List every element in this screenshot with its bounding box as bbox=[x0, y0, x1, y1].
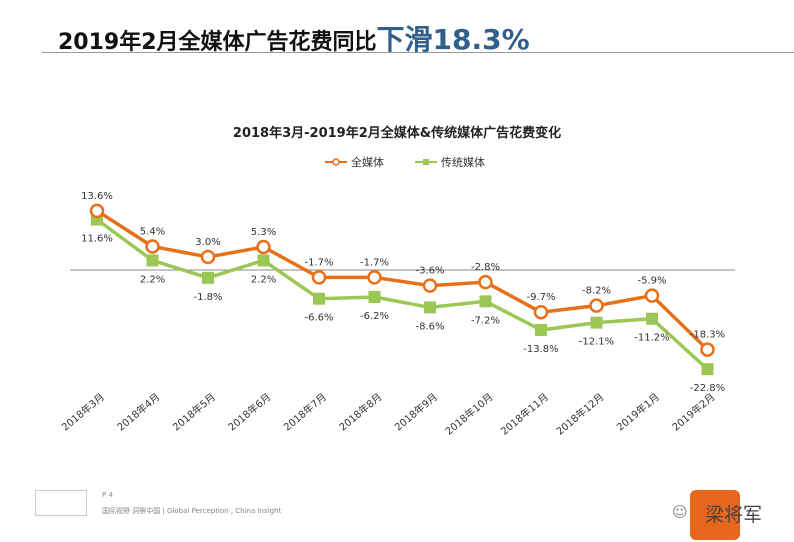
x-tick-label: 2018年11月 bbox=[498, 390, 551, 437]
data-point bbox=[424, 301, 436, 314]
data-point bbox=[422, 278, 438, 293]
data-point bbox=[644, 288, 660, 303]
data-label: -12.1% bbox=[579, 337, 614, 348]
data-point bbox=[313, 292, 325, 305]
data-point bbox=[589, 298, 604, 313]
data-point bbox=[367, 270, 382, 285]
x-tick-label: 2018年9月 bbox=[392, 390, 440, 433]
data-label: -11.2% bbox=[634, 333, 669, 344]
line-chart: 2018年3月-2019年2月全媒体&传统媒体广告花费变化 全媒体 传统媒体 11… bbox=[59, 125, 735, 438]
x-tick-label: 2018年4月 bbox=[114, 390, 162, 433]
x-tick-label: 2018年3月 bbox=[59, 390, 107, 433]
title-text: 2019年2月全媒体广告花费同比 bbox=[58, 30, 377, 55]
data-label: 13.6% bbox=[81, 191, 113, 202]
data-point bbox=[590, 316, 603, 329]
data-point bbox=[478, 274, 493, 290]
data-point bbox=[701, 363, 714, 376]
data-point bbox=[146, 254, 159, 267]
x-tick-label: 2018年7月 bbox=[281, 390, 329, 433]
data-point bbox=[200, 249, 216, 265]
legend-marker bbox=[423, 159, 429, 165]
data-label: -1.7% bbox=[304, 257, 333, 268]
data-label: 11.6% bbox=[81, 234, 113, 245]
brand-name: 梁将军 bbox=[705, 504, 763, 526]
data-label: 3.0% bbox=[195, 237, 220, 248]
data-point bbox=[256, 239, 271, 255]
data-label: -8.2% bbox=[582, 286, 611, 297]
x-tick-label: 2018年5月 bbox=[170, 390, 218, 433]
data-label: -13.8% bbox=[523, 344, 558, 355]
data-point bbox=[646, 312, 658, 325]
x-tick-label: 2018年12月 bbox=[553, 390, 606, 437]
x-tick-label: 2018年10月 bbox=[442, 390, 495, 437]
page-title: 2019年2月全媒体广告花费同比下滑18.3% bbox=[58, 18, 530, 58]
data-point bbox=[257, 254, 270, 267]
wechat-icon: ☺ bbox=[672, 503, 688, 521]
title-highlight: 下滑18.3% bbox=[376, 23, 530, 56]
legend-label: 全媒体 bbox=[351, 155, 384, 169]
x-tick-label: 2019年1月 bbox=[614, 390, 662, 433]
legend-label: 传统媒体 bbox=[441, 155, 485, 169]
data-label: 5.4% bbox=[140, 227, 165, 238]
data-point bbox=[89, 203, 105, 219]
title-divider bbox=[42, 52, 794, 53]
footer-tagline: 国际视野 洞察中国 | Global Perception , China In… bbox=[102, 507, 282, 515]
legend-marker bbox=[332, 158, 340, 166]
certification-logo bbox=[35, 490, 87, 516]
data-point bbox=[202, 271, 214, 284]
data-point bbox=[535, 324, 547, 337]
data-point bbox=[145, 239, 160, 254]
data-label: 2.2% bbox=[140, 274, 165, 285]
data-label: -22.8% bbox=[690, 383, 725, 394]
data-label: -9.7% bbox=[526, 292, 555, 303]
data-label: 2.2% bbox=[251, 274, 276, 285]
data-label: 5.3% bbox=[251, 227, 276, 238]
x-tick-label: 2018年6月 bbox=[225, 390, 273, 433]
brand-logo bbox=[690, 490, 740, 540]
data-label: -18.3% bbox=[690, 330, 725, 341]
data-label: -5.9% bbox=[637, 276, 666, 287]
data-label: -6.2% bbox=[360, 311, 389, 322]
data-point bbox=[479, 295, 492, 308]
data-label: -7.2% bbox=[471, 315, 500, 326]
data-label: -3.6% bbox=[415, 266, 444, 277]
data-label: -8.6% bbox=[415, 321, 444, 332]
x-tick-label: 2018年8月 bbox=[336, 390, 384, 433]
x-tick-label: 2019年2月 bbox=[669, 390, 717, 433]
data-label: -2.8% bbox=[471, 262, 500, 273]
data-point bbox=[700, 342, 715, 357]
chart-title: 2018年3月-2019年2月全媒体&传统媒体广告花费变化 bbox=[233, 125, 561, 141]
data-label: -1.8% bbox=[193, 292, 222, 303]
data-point bbox=[533, 304, 549, 320]
data-point bbox=[368, 290, 381, 303]
data-point bbox=[311, 270, 327, 285]
series-line-all-media bbox=[96, 209, 709, 351]
series-line-traditional bbox=[95, 218, 709, 371]
data-label: -6.6% bbox=[304, 313, 333, 324]
data-label: -1.7% bbox=[360, 257, 389, 268]
page-number: P 4 bbox=[102, 491, 113, 499]
